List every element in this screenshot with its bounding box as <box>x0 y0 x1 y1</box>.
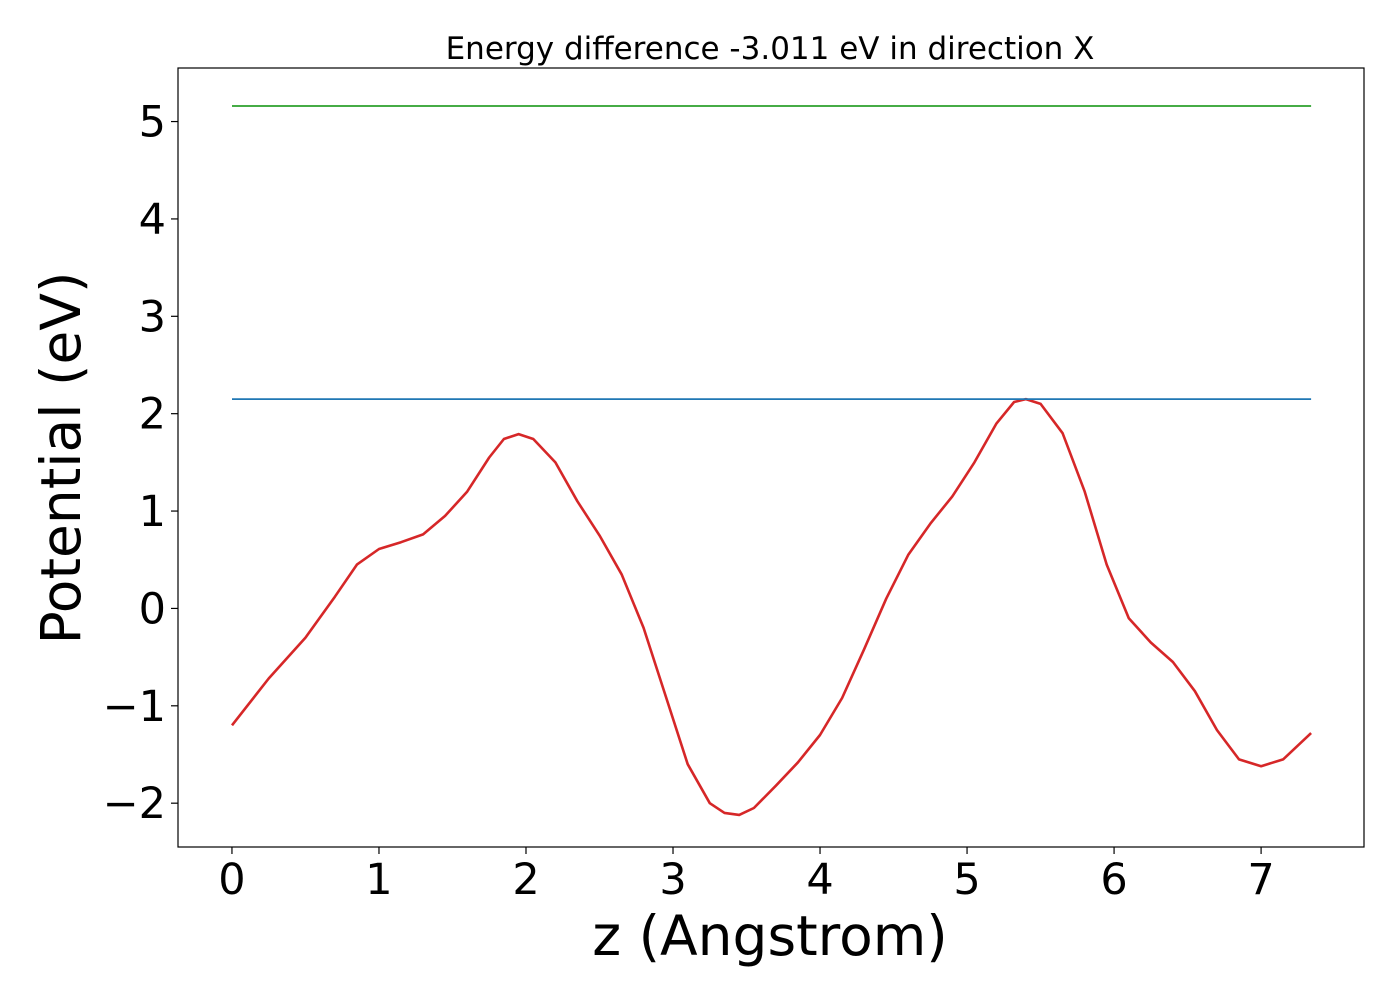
series-line-0 <box>230 397 1312 817</box>
y-tick-label: −2 <box>103 779 166 829</box>
x-tick-label: 2 <box>512 855 539 905</box>
y-tick-label: 4 <box>139 195 166 245</box>
x-tick-label: 6 <box>1100 855 1127 905</box>
y-axis-label: Potential (eV) <box>29 272 93 645</box>
y-tick-label: 2 <box>139 390 166 440</box>
y-tick-label: 3 <box>139 292 166 342</box>
y-tick-label: 5 <box>139 98 166 148</box>
y-tick-label: −1 <box>103 682 166 732</box>
y-tick-label: 1 <box>139 487 166 537</box>
plot-frame <box>177 67 1365 848</box>
y-axis-ticks: −2 −1 0 1 2 3 4 5 <box>103 98 178 829</box>
x-tick-label: 1 <box>365 855 392 905</box>
x-tick-label: 3 <box>659 855 686 905</box>
x-tick-label: 5 <box>953 855 980 905</box>
y-tick-label: 0 <box>139 584 166 634</box>
x-tick-label: 7 <box>1247 855 1274 905</box>
x-axis-ticks: 0 1 2 3 4 5 6 7 <box>218 847 1275 905</box>
x-tick-label: 0 <box>218 855 245 905</box>
x-tick-label: 4 <box>806 855 833 905</box>
plot-lines <box>230 105 1312 817</box>
x-axis-label: z (Angstrom) <box>592 904 948 968</box>
chart-title: Energy difference -3.011 eV in direction… <box>446 31 1095 67</box>
